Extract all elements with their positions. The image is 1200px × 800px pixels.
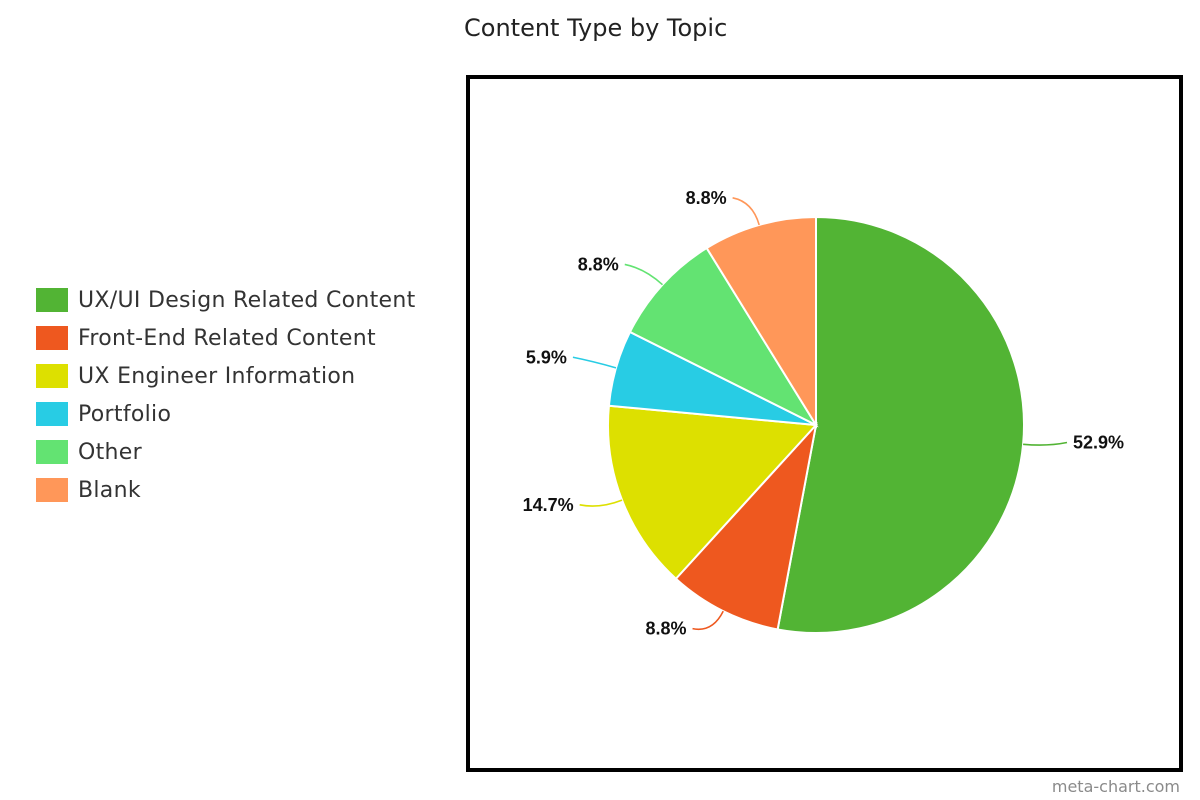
slice-label-blank: 8.8% <box>686 188 727 208</box>
legend-item-blank[interactable]: Blank <box>36 471 416 509</box>
plot-frame <box>466 75 1183 772</box>
pie-slice-front-end[interactable] <box>674 421 818 631</box>
legend-swatch <box>36 478 68 502</box>
leader-line-blank <box>732 197 760 226</box>
legend-swatch <box>36 364 68 388</box>
leader-line-portfolio <box>572 356 617 369</box>
legend-item-portfolio[interactable]: Portfolio <box>36 395 416 433</box>
slice-label-ux-ui-design: 52.9% <box>1073 432 1124 452</box>
legend-swatch <box>36 326 68 350</box>
slice-label-ux-engineer: 14.7% <box>523 495 574 515</box>
chart-title: Content Type by Topic <box>464 14 728 42</box>
pie-slice-ux-engineer[interactable] <box>607 404 819 581</box>
legend-label: Other <box>78 439 142 465</box>
legend-swatch <box>36 440 68 464</box>
legend-label: UX/UI Design Related Content <box>78 287 416 313</box>
pie-slice-blank[interactable] <box>705 215 817 429</box>
leader-line-other <box>624 263 664 286</box>
legend-item-other[interactable]: Other <box>36 433 416 471</box>
leader-line-front-end <box>692 610 724 631</box>
legend-label: Blank <box>78 477 141 503</box>
legend-label: Portfolio <box>78 401 172 427</box>
legend: UX/UI Design Related Content Front-End R… <box>36 281 416 509</box>
legend-label: UX Engineer Information <box>78 363 356 389</box>
watermark: meta-chart.com <box>1051 777 1180 796</box>
pie-slice-ux-ui-design[interactable] <box>776 215 1025 634</box>
legend-swatch <box>36 402 68 426</box>
slice-label-front-end: 8.8% <box>645 619 686 639</box>
legend-item-ux-engineer[interactable]: UX Engineer Information <box>36 357 416 395</box>
legend-label: Front-End Related Content <box>78 325 376 351</box>
legend-item-ux-ui-design[interactable]: UX/UI Design Related Content <box>36 281 416 319</box>
legend-swatch <box>36 288 68 312</box>
slice-label-portfolio: 5.9% <box>526 347 567 367</box>
leader-line-ux-ui-design <box>1023 441 1068 446</box>
slice-label-other: 8.8% <box>578 254 619 274</box>
legend-item-front-end[interactable]: Front-End Related Content <box>36 319 416 357</box>
leader-line-ux-engineer <box>579 499 623 507</box>
